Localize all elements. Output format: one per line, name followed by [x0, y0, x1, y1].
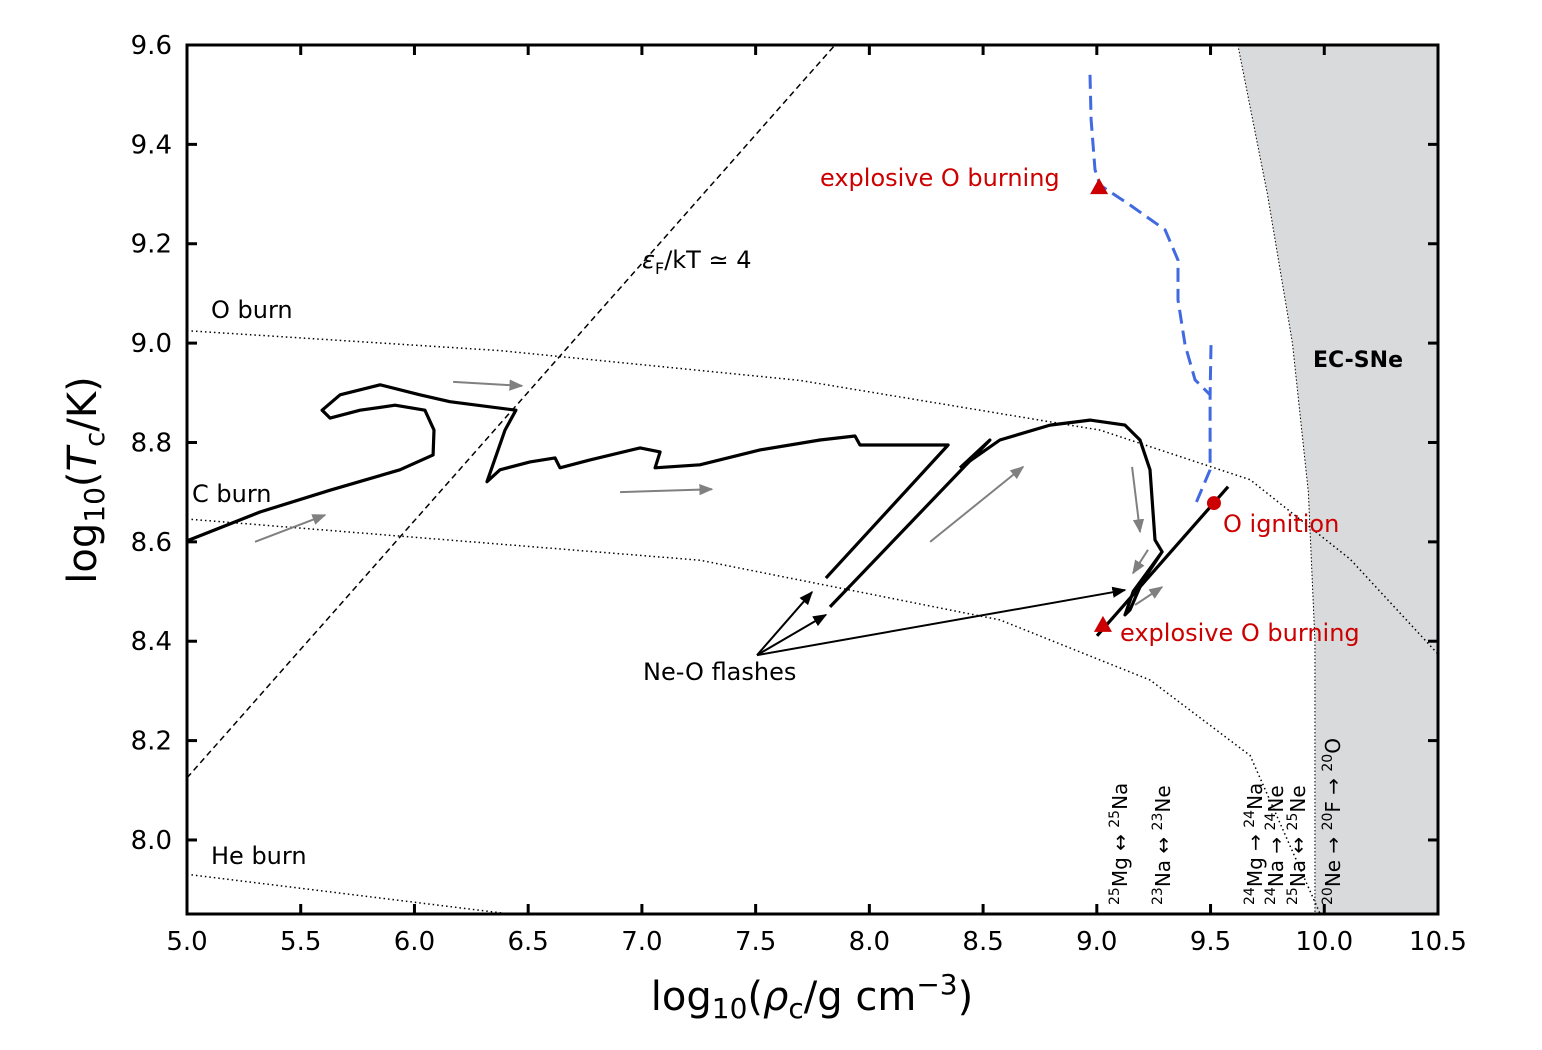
- reaction-label: 24Mg → 24Na: [1242, 783, 1267, 905]
- direction-arrow: [1131, 466, 1145, 534]
- x-tick-label: 6.0: [394, 927, 435, 957]
- y-tick-label: 9.6: [131, 31, 172, 61]
- c-burn-line: [187, 518, 1321, 914]
- final-loop-line: [959, 418, 1164, 617]
- explosive-o-burning-marker: [1090, 178, 1109, 195]
- direction-arrow: [254, 514, 327, 543]
- evolution-track-line: [187, 383, 950, 580]
- x-tick-label: 6.5: [508, 927, 549, 957]
- y-tick-label: 8.6: [131, 528, 172, 558]
- direction-arrow: [453, 379, 524, 391]
- o-burn-label: O burn: [211, 296, 293, 324]
- x-tick-label: 10.5: [1409, 927, 1467, 957]
- y-tick-label: 8.4: [131, 627, 172, 657]
- reaction-label: 23Na ↔ 23Ne: [1150, 785, 1175, 905]
- y-axis-label: log10(Tc/K): [60, 376, 111, 583]
- y-tick-label: 9.2: [131, 230, 172, 260]
- explosive-o-burning-bottom-label: explosive O burning: [1120, 619, 1360, 647]
- x-tick-label: 9.5: [1190, 927, 1231, 957]
- x-tick-label: 8.0: [849, 927, 890, 957]
- x-tick-label: 5.5: [280, 927, 321, 957]
- degeneracy-sub: F: [655, 259, 664, 278]
- o-burn-line: [187, 329, 1438, 655]
- degeneracy-label: εF/kT ≃ 4: [642, 246, 751, 278]
- reaction-label: 25Na ↔ 25Ne: [1285, 785, 1310, 905]
- x-tick-label: 8.5: [962, 927, 1003, 957]
- flash-pointer-arrow: [756, 590, 813, 656]
- o-ignition-label: O ignition: [1223, 510, 1339, 538]
- y-tick-label: 8.8: [131, 428, 172, 458]
- plot-frame: [185, 43, 1440, 916]
- he-burn-label: He burn: [211, 842, 307, 870]
- direction-arrow: [620, 484, 714, 496]
- degeneracy-eps: ε: [642, 246, 655, 274]
- x-tick-label: 7.5: [735, 927, 776, 957]
- he-burn-line: [187, 873, 511, 914]
- y-tick-label: 9.0: [131, 329, 172, 359]
- degeneracy-rest: /kT ≃ 4: [664, 246, 751, 274]
- c-burn-label: C burn: [192, 480, 272, 508]
- blue-track-line: [1088, 74, 1212, 506]
- flash-pointer-arrow: [756, 586, 1127, 657]
- x-tick-label: 9.0: [1076, 927, 1117, 957]
- o-ignition-marker: [1206, 496, 1221, 511]
- flash-2-line: [828, 438, 992, 609]
- explosive-o-burning-top-label: explosive O burning: [820, 164, 1060, 192]
- degeneracy-line: [187, 45, 836, 779]
- reaction-label: 25Mg ↔ 25Na: [1107, 783, 1132, 905]
- flash-pointer-arrow: [756, 614, 828, 657]
- x-tick-label: 7.0: [621, 927, 662, 957]
- x-tick-label: 10.0: [1295, 927, 1353, 957]
- blue-track-upper-line: [1208, 345, 1213, 395]
- ne-o-flashes-label: Ne-O flashes: [643, 658, 796, 686]
- x-tick-label: 5.0: [166, 927, 207, 957]
- explosive-o-burning-marker: [1093, 615, 1112, 632]
- ecsne-region: [1237, 45, 1438, 914]
- reaction-label: 20Ne → 20F → 20O: [1320, 738, 1345, 905]
- y-tick-label: 9.4: [131, 130, 172, 160]
- direction-arrow: [929, 465, 1025, 543]
- ecsne-label: EC-SNe: [1313, 348, 1403, 373]
- direction-arrow: [1134, 586, 1164, 606]
- y-tick-label: 8.0: [131, 826, 172, 856]
- final-line-line: [1095, 485, 1230, 637]
- reaction-label: 24Na → 24Ne: [1263, 785, 1288, 905]
- x-axis-label: log10(ρc/g cm−3): [651, 968, 973, 1025]
- direction-arrow: [1132, 549, 1149, 575]
- y-tick-label: 8.2: [131, 727, 172, 757]
